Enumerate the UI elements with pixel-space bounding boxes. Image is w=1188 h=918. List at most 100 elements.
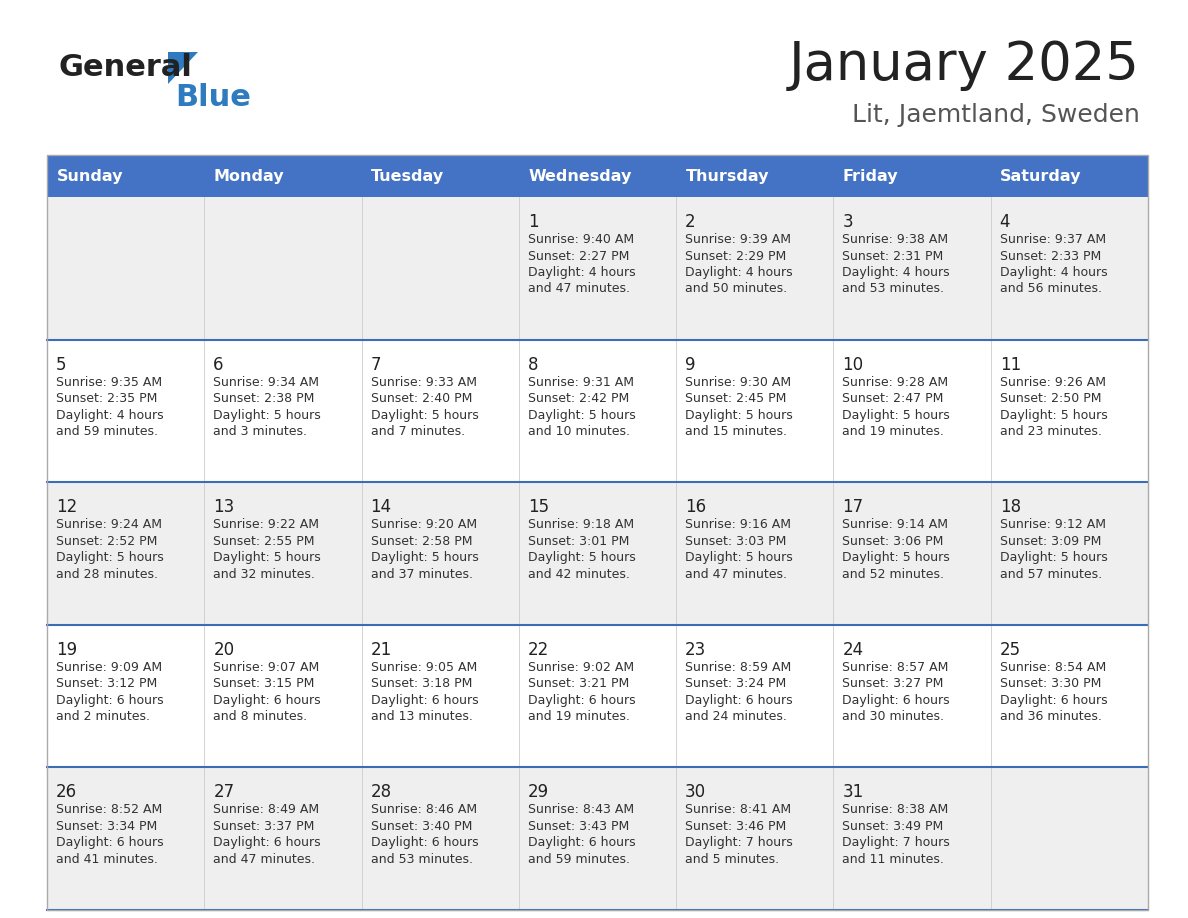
Text: 4: 4 — [1000, 213, 1010, 231]
Text: Sunrise: 9:05 AM: Sunrise: 9:05 AM — [371, 661, 476, 674]
Text: Sunrise: 9:28 AM: Sunrise: 9:28 AM — [842, 375, 948, 388]
Text: and 50 minutes.: and 50 minutes. — [685, 283, 788, 296]
Text: 1: 1 — [527, 213, 538, 231]
Text: Friday: Friday — [842, 169, 898, 184]
Text: 11: 11 — [1000, 355, 1020, 374]
Text: Sunrise: 9:16 AM: Sunrise: 9:16 AM — [685, 518, 791, 532]
Polygon shape — [168, 52, 198, 84]
Text: Daylight: 5 hours: Daylight: 5 hours — [214, 409, 321, 421]
Text: Daylight: 5 hours: Daylight: 5 hours — [371, 409, 479, 421]
Text: Sunset: 3:01 PM: Sunset: 3:01 PM — [527, 534, 630, 548]
Text: Sunset: 2:50 PM: Sunset: 2:50 PM — [1000, 392, 1101, 405]
Text: Tuesday: Tuesday — [371, 169, 444, 184]
Text: and 13 minutes.: and 13 minutes. — [371, 711, 473, 723]
Text: Sunset: 2:47 PM: Sunset: 2:47 PM — [842, 392, 943, 405]
Text: and 32 minutes.: and 32 minutes. — [214, 567, 315, 581]
Text: 17: 17 — [842, 498, 864, 516]
Text: Sunrise: 9:20 AM: Sunrise: 9:20 AM — [371, 518, 476, 532]
Text: 12: 12 — [56, 498, 77, 516]
Text: Sunrise: 9:18 AM: Sunrise: 9:18 AM — [527, 518, 634, 532]
Text: Daylight: 6 hours: Daylight: 6 hours — [1000, 694, 1107, 707]
Text: 22: 22 — [527, 641, 549, 659]
Text: 29: 29 — [527, 783, 549, 801]
Text: 13: 13 — [214, 498, 234, 516]
Text: and 2 minutes.: and 2 minutes. — [56, 711, 150, 723]
Text: Sunset: 2:42 PM: Sunset: 2:42 PM — [527, 392, 630, 405]
Text: Sunset: 3:21 PM: Sunset: 3:21 PM — [527, 677, 630, 690]
Text: 16: 16 — [685, 498, 707, 516]
Text: Sunrise: 9:02 AM: Sunrise: 9:02 AM — [527, 661, 634, 674]
Text: Daylight: 6 hours: Daylight: 6 hours — [842, 694, 950, 707]
Text: Sunset: 3:43 PM: Sunset: 3:43 PM — [527, 820, 630, 833]
Text: and 23 minutes.: and 23 minutes. — [1000, 425, 1101, 438]
Text: Sunset: 2:58 PM: Sunset: 2:58 PM — [371, 534, 472, 548]
Text: Sunrise: 9:31 AM: Sunrise: 9:31 AM — [527, 375, 634, 388]
Bar — [48, 625, 1148, 767]
Text: Sunrise: 9:39 AM: Sunrise: 9:39 AM — [685, 233, 791, 246]
Text: and 5 minutes.: and 5 minutes. — [685, 853, 779, 866]
Text: Sunrise: 8:38 AM: Sunrise: 8:38 AM — [842, 803, 949, 816]
Text: and 42 minutes.: and 42 minutes. — [527, 567, 630, 581]
Text: Sunrise: 8:49 AM: Sunrise: 8:49 AM — [214, 803, 320, 816]
Text: 14: 14 — [371, 498, 392, 516]
Text: and 3 minutes.: and 3 minutes. — [214, 425, 308, 438]
Text: Daylight: 6 hours: Daylight: 6 hours — [214, 694, 321, 707]
Text: Daylight: 5 hours: Daylight: 5 hours — [371, 551, 479, 565]
Text: Daylight: 5 hours: Daylight: 5 hours — [1000, 409, 1107, 421]
Text: Daylight: 7 hours: Daylight: 7 hours — [685, 836, 792, 849]
Text: Daylight: 6 hours: Daylight: 6 hours — [371, 836, 479, 849]
Text: Blue: Blue — [175, 84, 251, 113]
Text: and 36 minutes.: and 36 minutes. — [1000, 711, 1101, 723]
Text: 6: 6 — [214, 355, 223, 374]
Text: Daylight: 5 hours: Daylight: 5 hours — [842, 551, 950, 565]
Text: Sunrise: 9:07 AM: Sunrise: 9:07 AM — [214, 661, 320, 674]
Text: Sunrise: 8:57 AM: Sunrise: 8:57 AM — [842, 661, 949, 674]
Text: Sunset: 3:09 PM: Sunset: 3:09 PM — [1000, 534, 1101, 548]
Text: Sunrise: 9:12 AM: Sunrise: 9:12 AM — [1000, 518, 1106, 532]
Text: Daylight: 4 hours: Daylight: 4 hours — [685, 266, 792, 279]
Text: and 19 minutes.: and 19 minutes. — [842, 425, 944, 438]
Text: Sunrise: 8:54 AM: Sunrise: 8:54 AM — [1000, 661, 1106, 674]
Text: and 47 minutes.: and 47 minutes. — [214, 853, 315, 866]
Text: Sunset: 3:03 PM: Sunset: 3:03 PM — [685, 534, 786, 548]
Text: Sunrise: 8:52 AM: Sunrise: 8:52 AM — [56, 803, 163, 816]
Text: Sunrise: 9:30 AM: Sunrise: 9:30 AM — [685, 375, 791, 388]
Text: 15: 15 — [527, 498, 549, 516]
Text: Sunset: 2:52 PM: Sunset: 2:52 PM — [56, 534, 157, 548]
Text: and 28 minutes.: and 28 minutes. — [56, 567, 158, 581]
Text: 7: 7 — [371, 355, 381, 374]
Text: Sunset: 3:34 PM: Sunset: 3:34 PM — [56, 820, 157, 833]
Text: and 11 minutes.: and 11 minutes. — [842, 853, 944, 866]
Text: Sunset: 3:06 PM: Sunset: 3:06 PM — [842, 534, 943, 548]
Text: Sunset: 3:46 PM: Sunset: 3:46 PM — [685, 820, 786, 833]
Text: Sunrise: 8:46 AM: Sunrise: 8:46 AM — [371, 803, 476, 816]
Text: and 15 minutes.: and 15 minutes. — [685, 425, 788, 438]
Text: Thursday: Thursday — [685, 169, 769, 184]
Text: Sunrise: 9:37 AM: Sunrise: 9:37 AM — [1000, 233, 1106, 246]
Text: and 53 minutes.: and 53 minutes. — [842, 283, 944, 296]
Text: 8: 8 — [527, 355, 538, 374]
Text: Sunset: 3:37 PM: Sunset: 3:37 PM — [214, 820, 315, 833]
Text: and 37 minutes.: and 37 minutes. — [371, 567, 473, 581]
Text: Sunset: 3:49 PM: Sunset: 3:49 PM — [842, 820, 943, 833]
Text: Sunrise: 8:59 AM: Sunrise: 8:59 AM — [685, 661, 791, 674]
Text: 31: 31 — [842, 783, 864, 801]
Text: Sunset: 2:33 PM: Sunset: 2:33 PM — [1000, 250, 1101, 263]
Text: Sunrise: 9:33 AM: Sunrise: 9:33 AM — [371, 375, 476, 388]
Text: Daylight: 6 hours: Daylight: 6 hours — [214, 836, 321, 849]
Text: and 8 minutes.: and 8 minutes. — [214, 711, 308, 723]
Text: Sunset: 2:55 PM: Sunset: 2:55 PM — [214, 534, 315, 548]
Text: and 41 minutes.: and 41 minutes. — [56, 853, 158, 866]
Text: 23: 23 — [685, 641, 707, 659]
Text: Sunset: 2:38 PM: Sunset: 2:38 PM — [214, 392, 315, 405]
Text: Sunset: 3:18 PM: Sunset: 3:18 PM — [371, 677, 472, 690]
Text: Sunset: 2:35 PM: Sunset: 2:35 PM — [56, 392, 157, 405]
Text: Daylight: 6 hours: Daylight: 6 hours — [56, 694, 164, 707]
Text: Daylight: 5 hours: Daylight: 5 hours — [214, 551, 321, 565]
Text: Sunset: 2:29 PM: Sunset: 2:29 PM — [685, 250, 786, 263]
Text: Daylight: 5 hours: Daylight: 5 hours — [685, 551, 792, 565]
Text: Sunrise: 9:34 AM: Sunrise: 9:34 AM — [214, 375, 320, 388]
Text: Sunset: 3:27 PM: Sunset: 3:27 PM — [842, 677, 943, 690]
Text: Daylight: 7 hours: Daylight: 7 hours — [842, 836, 950, 849]
Text: Daylight: 4 hours: Daylight: 4 hours — [56, 409, 164, 421]
